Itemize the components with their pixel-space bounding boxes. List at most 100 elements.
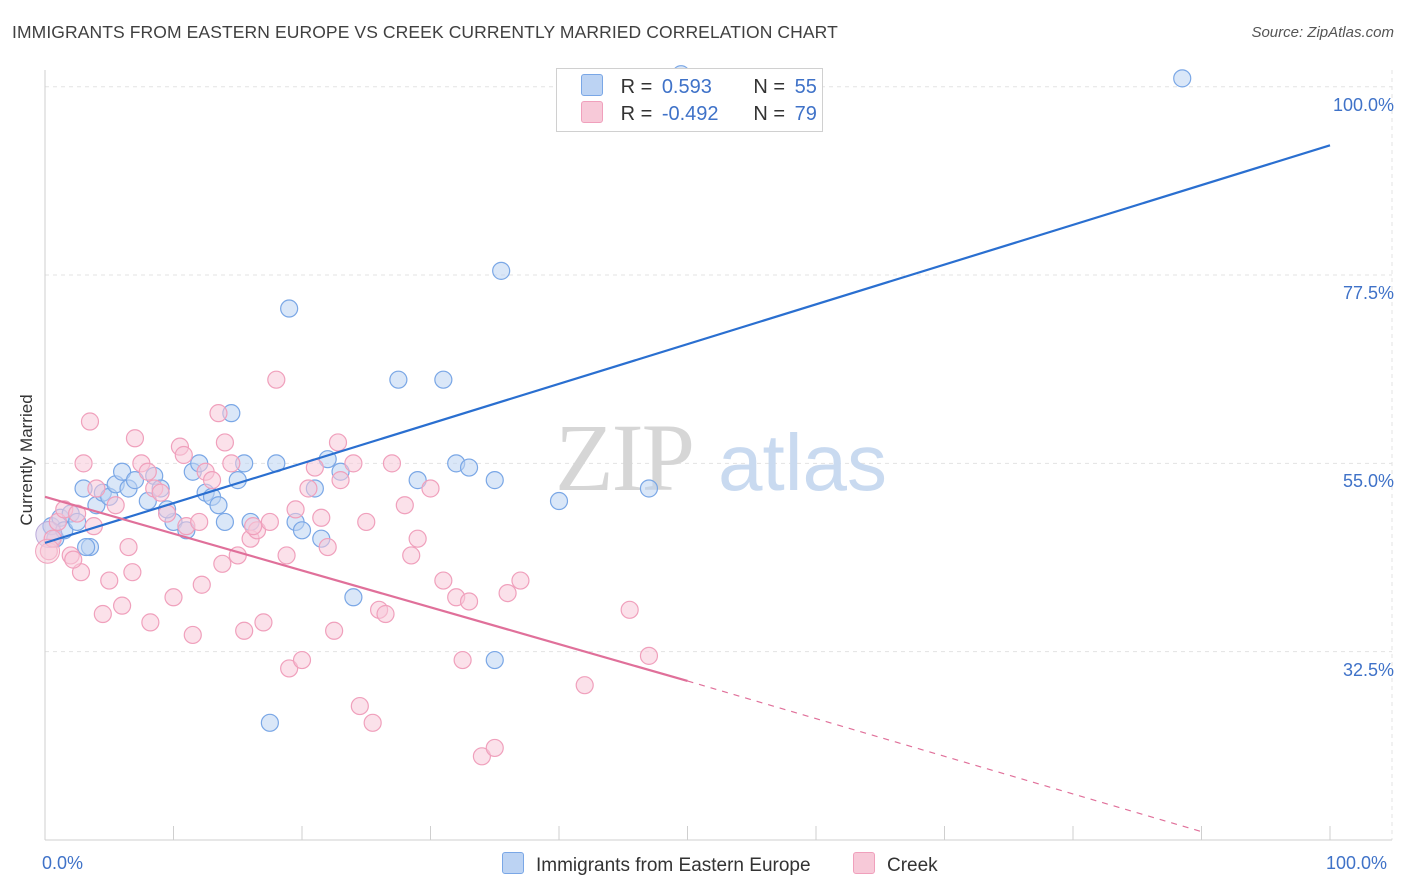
point-creek [325,621,344,640]
point-creek [254,613,273,632]
point-creek [292,650,312,670]
point-creek [267,370,286,389]
point-creek [350,696,369,716]
legend-row-creek: R = -0.492 N = 79 [581,101,817,127]
point-creek [106,496,125,515]
point-immigrants [344,588,363,607]
point-immigrants [485,471,504,490]
point-creek [382,454,402,473]
point-creek [112,596,132,615]
chart-source: Source: ZipAtlas.com [1251,24,1394,41]
legend-r-value: 0.593 [661,76,712,98]
point-creek [357,512,376,532]
point-creek [119,537,138,557]
point-creek [192,575,211,594]
correlation-legend: R = 0.593 N = 55 R = -0.492 N = 79 [556,68,823,132]
watermark-zip: ZIP [555,404,693,511]
point-creek [286,500,305,519]
y-tick-label: 77.5% [1342,283,1394,304]
legend-r-label: R = [620,103,653,125]
point-creek [123,563,142,582]
point-creek [328,433,348,452]
legend-swatch-creek [581,101,603,123]
point-immigrants [280,299,299,318]
point-immigrants [492,261,511,280]
bottom-legend-label-immigrants: Immigrants from Eastern Europe [536,855,811,876]
point-creek [235,621,254,640]
point-creek [260,512,279,532]
y-tick-label: 55.0% [1342,471,1394,492]
point-creek [459,592,479,611]
bottom-legend-immigrants[interactable]: Immigrants from Eastern Europe [502,852,811,877]
point-creek [395,496,414,515]
point-creek [244,517,263,536]
point-creek [222,454,241,473]
point-creek [202,471,222,490]
axes [44,70,1392,841]
point-immigrants [485,650,504,670]
point-creek [190,512,209,532]
point-creek [376,604,395,624]
x-tick-label-max: 100.0% [1326,853,1388,873]
point-creek [209,404,228,423]
point-immigrants [260,713,279,732]
point-immigrants [209,496,228,515]
point-creek [312,508,331,527]
y-tick-label: 100.0% [1332,94,1394,115]
point-immigrants [389,370,408,389]
point-creek [318,537,337,557]
point-creek [138,462,157,481]
legend-n-value: 79 [794,103,817,125]
point-immigrants [459,458,479,477]
watermark-atlas: atlas [718,418,887,507]
point-creek [64,550,83,569]
point-creek [125,429,145,448]
point-immigrants [639,479,659,498]
point-creek [141,613,160,632]
point-creek [174,445,193,465]
point-creek [100,571,119,590]
point-creek [402,546,421,565]
point-creek [620,600,639,619]
series-immigrants-points [35,65,1192,732]
point-immigrants [112,462,132,481]
point-immigrants [549,491,569,511]
trend-line-creek-extension [687,680,1202,833]
point-immigrants [215,512,234,532]
trend-line-immigrants [44,144,1331,544]
legend-n-label: N = [753,103,786,125]
point-creek [575,676,594,695]
point-creek [434,571,453,590]
y-axis-label: Currently Married [17,394,36,526]
bottom-legend-creek[interactable]: Creek [853,852,938,877]
trend-lines [44,144,1331,833]
point-immigrants [434,370,453,389]
point-cluster [35,538,61,564]
point-creek [498,583,517,603]
trend-line-creek [44,495,688,683]
point-immigrants [292,521,312,540]
legend-row-immigrants: R = 0.593 N = 55 [581,74,817,100]
point-creek [639,646,659,665]
bottom-legend-swatch-immigrants [502,852,524,874]
legend-r-value: -0.492 [661,103,719,125]
point-creek [453,650,472,670]
point-immigrants [1173,69,1192,88]
point-creek [511,571,530,590]
point-creek [344,454,363,473]
point-creek [277,546,296,565]
point-creek [151,483,170,502]
bottom-legend-label-creek: Creek [887,855,938,876]
point-creek [408,529,427,548]
watermark: ZIP atlas [555,404,887,511]
y-tick-label: 32.5% [1342,659,1394,680]
point-creek [299,479,318,498]
point-immigrants [408,471,427,490]
point-immigrants [125,471,145,490]
point-immigrants [77,537,96,557]
legend-r-label: R = [620,76,653,98]
legend-n-value: 55 [794,76,817,98]
chart-title: IMMIGRANTS FROM EASTERN EUROPE VS CREEK … [12,22,838,42]
point-creek [363,713,382,732]
